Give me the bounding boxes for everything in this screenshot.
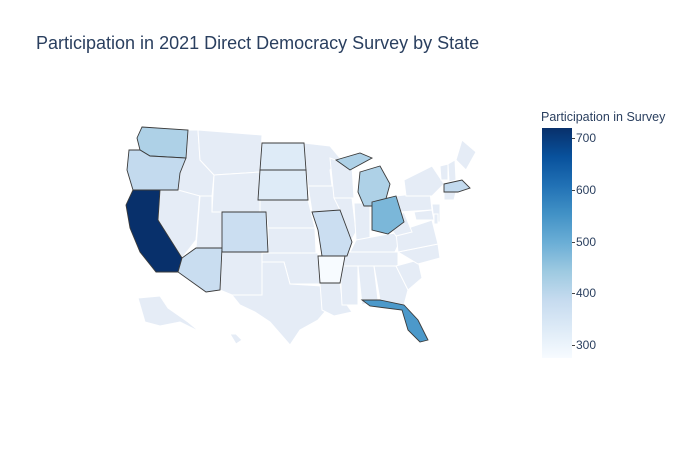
colorbar-tick-label: 300 — [571, 338, 597, 353]
colorbar-tick-label: 600 — [571, 183, 597, 198]
state-ak — [137, 295, 201, 333]
state-ny — [403, 165, 445, 197]
colorbar-tick-label: 400 — [571, 286, 597, 301]
state-co[interactable] — [221, 211, 269, 253]
state-de — [433, 213, 439, 225]
state-mt — [197, 129, 263, 176]
state-ks — [267, 227, 317, 254]
state-nm — [219, 251, 263, 296]
colorbar-title: Participation in Survey — [541, 110, 666, 124]
state-wy — [211, 171, 263, 213]
state-nh — [447, 159, 457, 183]
state-mo[interactable] — [311, 209, 353, 257]
state-nd[interactable] — [259, 142, 307, 171]
state-ne — [259, 199, 316, 229]
state-ma[interactable] — [443, 179, 471, 193]
state-hi — [229, 333, 243, 345]
state-ca[interactable] — [125, 189, 183, 273]
state-vt — [439, 163, 449, 181]
state-fl[interactable] — [360, 299, 429, 343]
state-mi[interactable] — [334, 152, 374, 171]
state-ar[interactable] — [317, 255, 346, 284]
states-with-data[interactable] — [125, 126, 471, 343]
state-or[interactable] — [126, 149, 187, 191]
state-sd[interactable] — [257, 169, 309, 201]
state-ms — [339, 265, 359, 306]
state-oh[interactable] — [371, 195, 405, 235]
state-va — [395, 219, 439, 253]
state-tx — [230, 261, 331, 346]
colorbar-tick-label: 500 — [571, 234, 597, 249]
colorbar — [542, 128, 572, 358]
state-sc — [395, 259, 423, 291]
state-in — [353, 202, 371, 241]
state-ga — [373, 265, 409, 306]
states-no-data — [137, 129, 477, 346]
state-ct — [443, 191, 457, 201]
colorbar-tick-label: 700 — [571, 131, 597, 146]
state-me — [455, 139, 477, 171]
state-md — [413, 209, 435, 221]
chart-title: Participation in 2021 Direct Democracy S… — [36, 33, 480, 53]
state-tn — [339, 251, 399, 267]
